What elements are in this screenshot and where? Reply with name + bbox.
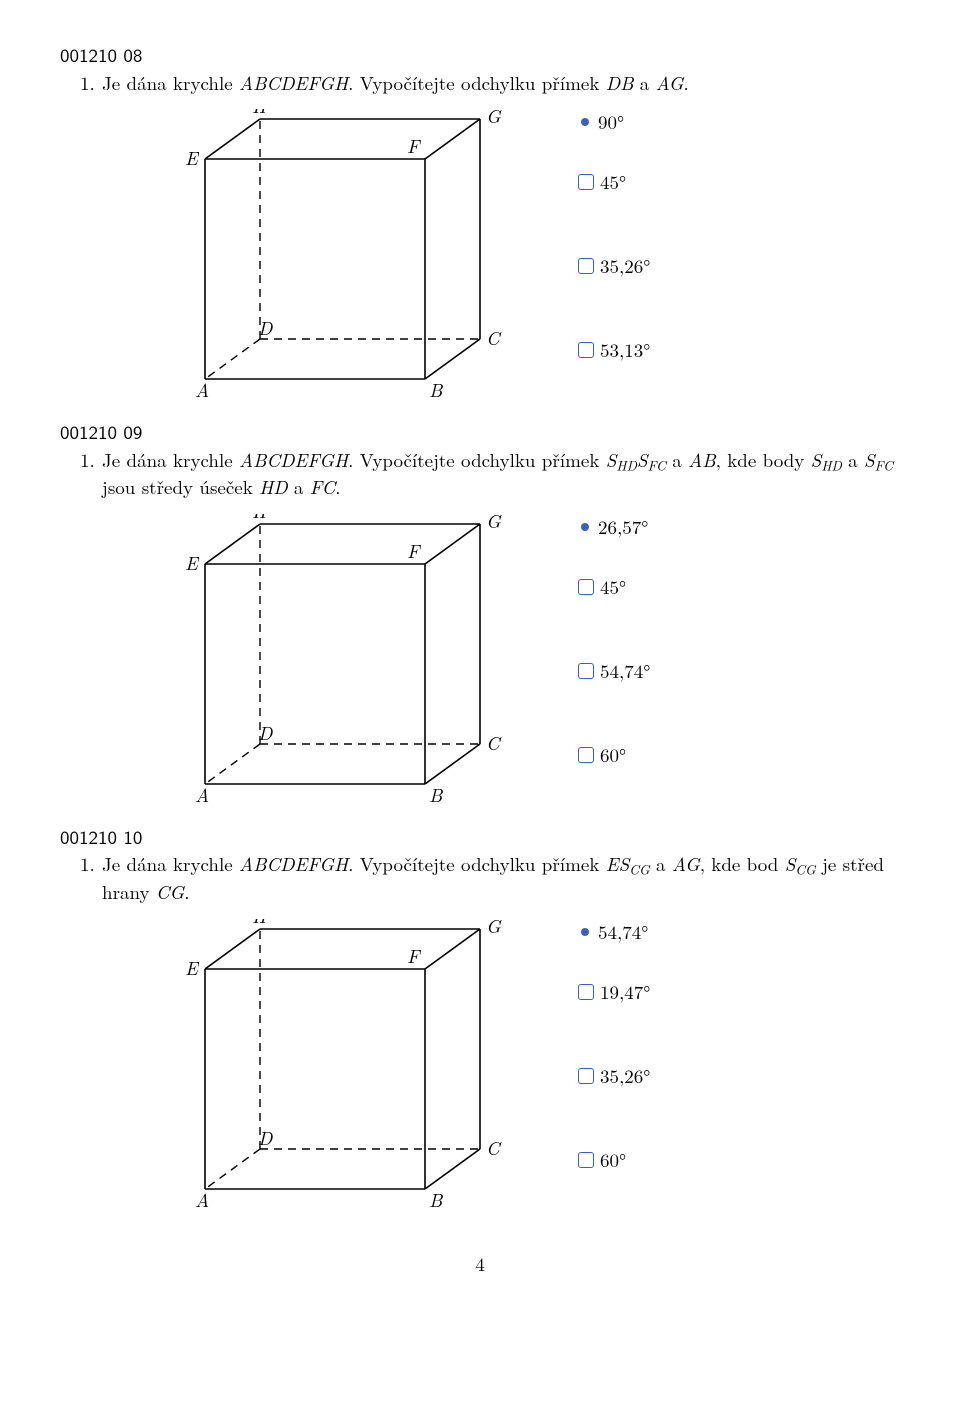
cube-diagram: A B C D E F G H — [170, 514, 520, 810]
svg-text:H: H — [252, 919, 269, 929]
svg-text:C: C — [486, 324, 502, 351]
answer-spacer — [578, 195, 650, 253]
answer-label: 35,26° — [600, 253, 650, 279]
item-text: Je dána krychle ABCDEFGH. Vypočítejte od… — [102, 447, 900, 501]
answer-option[interactable]: 54,74° — [578, 919, 650, 945]
answer-option[interactable]: 60° — [578, 1147, 650, 1173]
svg-text:G: G — [486, 514, 502, 534]
checkbox-icon[interactable] — [578, 663, 594, 679]
radio-selected-icon — [581, 118, 589, 126]
answer-label: 35,26° — [600, 1063, 650, 1089]
answer-spacer — [578, 540, 650, 574]
svg-text:H: H — [252, 109, 269, 119]
answer-list: 26,57° 45° 54,74° 60° — [578, 514, 650, 810]
checkbox-icon[interactable] — [578, 174, 594, 190]
answer-spacer — [578, 279, 650, 337]
svg-text:D: D — [258, 314, 273, 341]
checkbox-icon[interactable] — [578, 342, 594, 358]
checkbox-icon[interactable] — [578, 258, 594, 274]
answer-label: 53,13° — [600, 337, 650, 363]
cube-diagram: A B C D E F G H — [170, 919, 520, 1215]
answer-spacer — [578, 945, 650, 979]
svg-text:A: A — [195, 376, 209, 399]
svg-text:G: G — [486, 919, 502, 939]
item-number: 1. — [80, 447, 102, 473]
svg-text:C: C — [486, 1134, 502, 1161]
answer-spacer — [578, 600, 650, 658]
radio-selected-icon — [581, 523, 589, 531]
answer-option[interactable]: 45° — [578, 169, 650, 195]
answer-option[interactable]: 35,26° — [578, 1063, 650, 1089]
checkbox-icon[interactable] — [578, 747, 594, 763]
problem-item: 1. Je dána krychle ABCDEFGH. Vypočítejte… — [80, 70, 900, 96]
answer-option[interactable]: 19,47° — [578, 979, 650, 1005]
svg-text:F: F — [407, 942, 421, 969]
svg-text:D: D — [258, 719, 273, 746]
answer-list: 54,74° 19,47° 35,26° 60° — [578, 919, 650, 1215]
answer-option[interactable]: 90° — [578, 109, 650, 135]
checkbox-icon[interactable] — [578, 984, 594, 1000]
svg-text:F: F — [407, 132, 421, 159]
item-text: Je dána krychle ABCDEFGH. Vypočítejte od… — [102, 70, 900, 96]
checkbox-icon[interactable] — [578, 1068, 594, 1084]
svg-text:G: G — [486, 109, 502, 129]
answer-label: 90° — [598, 109, 624, 135]
answer-option[interactable]: 60° — [578, 742, 650, 768]
answer-option[interactable]: 54,74° — [578, 658, 650, 684]
problem-id: 001210 10 — [60, 824, 900, 850]
problem-id: 001210 08 — [60, 42, 900, 68]
svg-text:B: B — [429, 781, 443, 804]
answer-spacer — [578, 1089, 650, 1147]
answer-option[interactable]: 53,13° — [578, 337, 650, 363]
answer-label: 19,47° — [600, 979, 650, 1005]
answer-spacer — [578, 684, 650, 742]
page: 001210 08 1. Je dána krychle ABCDEFGH. V… — [0, 0, 960, 1316]
svg-text:E: E — [185, 144, 200, 171]
item-number: 1. — [80, 70, 102, 96]
answer-option[interactable]: 35,26° — [578, 253, 650, 279]
answer-label: 60° — [600, 1147, 626, 1173]
svg-text:F: F — [407, 537, 421, 564]
problem-item: 1. Je dána krychle ABCDEFGH. Vypočítejte… — [80, 447, 900, 501]
answer-label: 45° — [600, 574, 626, 600]
svg-text:B: B — [429, 376, 443, 399]
answer-option[interactable]: 45° — [578, 574, 650, 600]
svg-text:A: A — [195, 1186, 209, 1209]
answer-spacer — [578, 1005, 650, 1063]
answer-label: 60° — [600, 742, 626, 768]
answer-label: 54,74° — [600, 658, 650, 684]
svg-text:A: A — [195, 781, 209, 804]
answer-spacer — [578, 135, 650, 169]
item-text: Je dána krychle ABCDEFGH. Vypočítejte od… — [102, 851, 900, 905]
checkbox-icon[interactable] — [578, 1152, 594, 1168]
svg-text:C: C — [486, 729, 502, 756]
svg-text:B: B — [429, 1186, 443, 1209]
svg-text:D: D — [258, 1124, 273, 1151]
answer-label: 26,57° — [598, 514, 648, 540]
cube-diagram: A B C D E F G H — [170, 109, 520, 405]
figure-row: A B C D E F G H 90° 45° 35,26° 53,13° — [170, 109, 900, 405]
answer-label: 45° — [600, 169, 626, 195]
radio-selected-icon — [581, 928, 589, 936]
svg-text:E: E — [185, 549, 200, 576]
answer-option[interactable]: 26,57° — [578, 514, 650, 540]
problem-id: 001210 09 — [60, 419, 900, 445]
figure-row: A B C D E F G H 54,74° 19,47° 35,26° 60° — [170, 919, 900, 1215]
answer-label: 54,74° — [598, 919, 648, 945]
page-number: 4 — [60, 1251, 900, 1277]
svg-text:E: E — [185, 954, 200, 981]
figure-row: A B C D E F G H 26,57° 45° 54,74° 60° — [170, 514, 900, 810]
item-number: 1. — [80, 851, 102, 877]
svg-text:H: H — [252, 514, 269, 524]
problem-item: 1. Je dána krychle ABCDEFGH. Vypočítejte… — [80, 851, 900, 905]
answer-list: 90° 45° 35,26° 53,13° — [578, 109, 650, 405]
checkbox-icon[interactable] — [578, 579, 594, 595]
